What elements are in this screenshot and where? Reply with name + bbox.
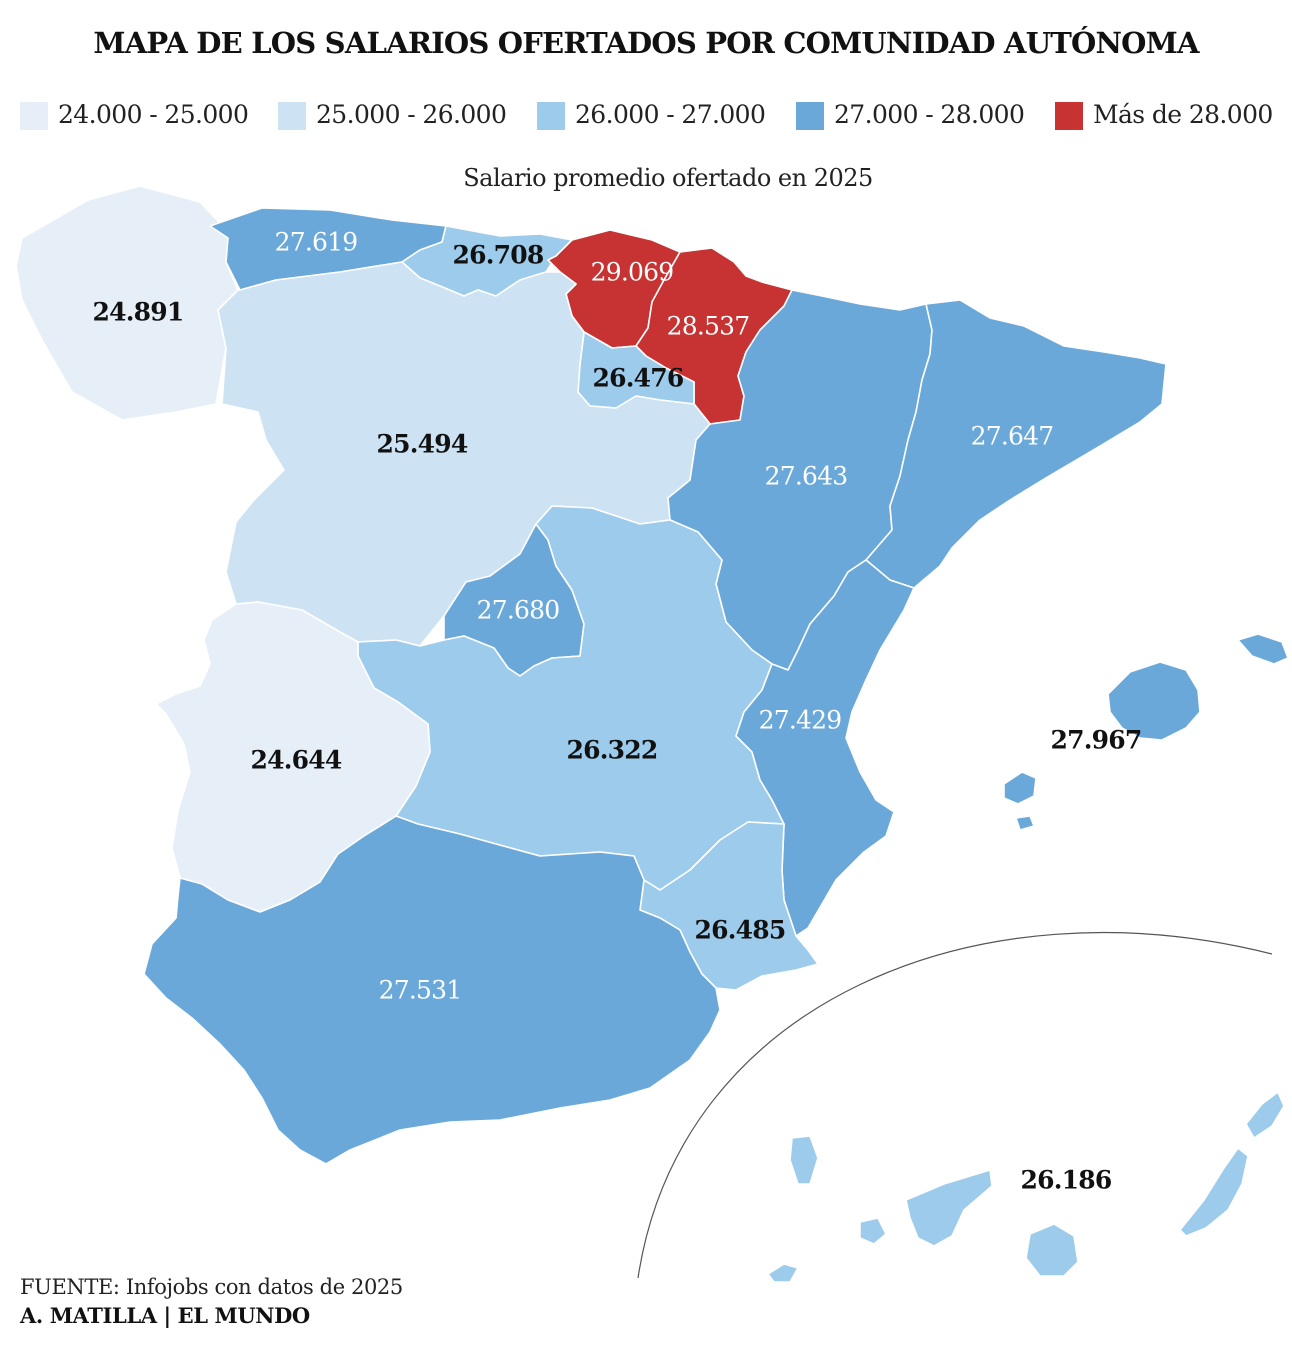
region-canarias-gran-canaria — [1025, 1223, 1079, 1277]
value-baleares: 27.967 — [1051, 726, 1142, 755]
region-baleares-ibiza — [1003, 771, 1037, 805]
region-baleares-formentera — [1015, 815, 1035, 831]
region-canarias-fuerteventura — [1179, 1147, 1249, 1237]
legend-label: 26.000 - 27.000 — [575, 100, 766, 129]
legend-swatch — [796, 102, 824, 130]
value-canarias: 26.186 — [1021, 1166, 1112, 1195]
value-andalucia: 27.531 — [379, 976, 462, 1005]
legend: 24.000 - 25.000 25.000 - 26.000 26.000 -… — [20, 98, 1280, 134]
source-note: FUENTE: Infojobs con datos de 2025 — [20, 1275, 403, 1299]
legend-swatch — [537, 102, 565, 130]
credit-line: A. MATILLA | EL MUNDO — [20, 1303, 310, 1328]
value-cataluna: 27.647 — [971, 422, 1054, 451]
region-baleares-menorca — [1237, 633, 1289, 665]
legend-label: Más de 28.000 — [1093, 100, 1273, 129]
value-cantabria: 26.708 — [453, 241, 544, 270]
value-valencia: 27.429 — [759, 706, 842, 735]
legend-label: 25.000 - 26.000 — [316, 100, 507, 129]
value-pais-vasco: 29.069 — [591, 258, 674, 287]
value-murcia: 26.485 — [695, 916, 786, 945]
value-asturias: 27.619 — [275, 228, 358, 257]
legend-swatch — [278, 102, 306, 130]
value-castilla-leon: 25.494 — [377, 430, 468, 459]
region-andalucia — [143, 815, 721, 1165]
value-extremadura: 24.644 — [251, 746, 342, 775]
legend-label: 24.000 - 25.000 — [58, 100, 249, 129]
region-baleares-mallorca — [1107, 661, 1201, 741]
value-la-rioja: 26.476 — [593, 364, 684, 393]
region-cataluna — [865, 299, 1167, 589]
value-castilla-la-mancha: 26.322 — [567, 736, 658, 765]
map-subtitle: Salario promedio ofertado en 2025 — [463, 164, 873, 192]
region-canarias-el-hierro — [767, 1263, 799, 1283]
value-galicia: 24.891 — [93, 298, 184, 327]
map-title: MAPA DE LOS SALARIOS OFERTADOS POR COMUN… — [93, 26, 1199, 60]
value-aragon: 27.643 — [765, 462, 848, 491]
legend-swatch — [20, 102, 48, 130]
value-navarra: 28.537 — [667, 312, 750, 341]
canarias-inset-arc — [637, 931, 1273, 1279]
region-canarias-lanzarote — [1245, 1091, 1285, 1139]
legend-label: 27.000 - 28.000 — [834, 100, 1025, 129]
region-canarias-la-gomera — [859, 1217, 887, 1245]
region-canarias-la-palma — [789, 1135, 819, 1185]
value-madrid: 27.680 — [477, 596, 560, 625]
legend-swatch — [1055, 102, 1083, 130]
region-canarias-tenerife — [905, 1169, 993, 1247]
